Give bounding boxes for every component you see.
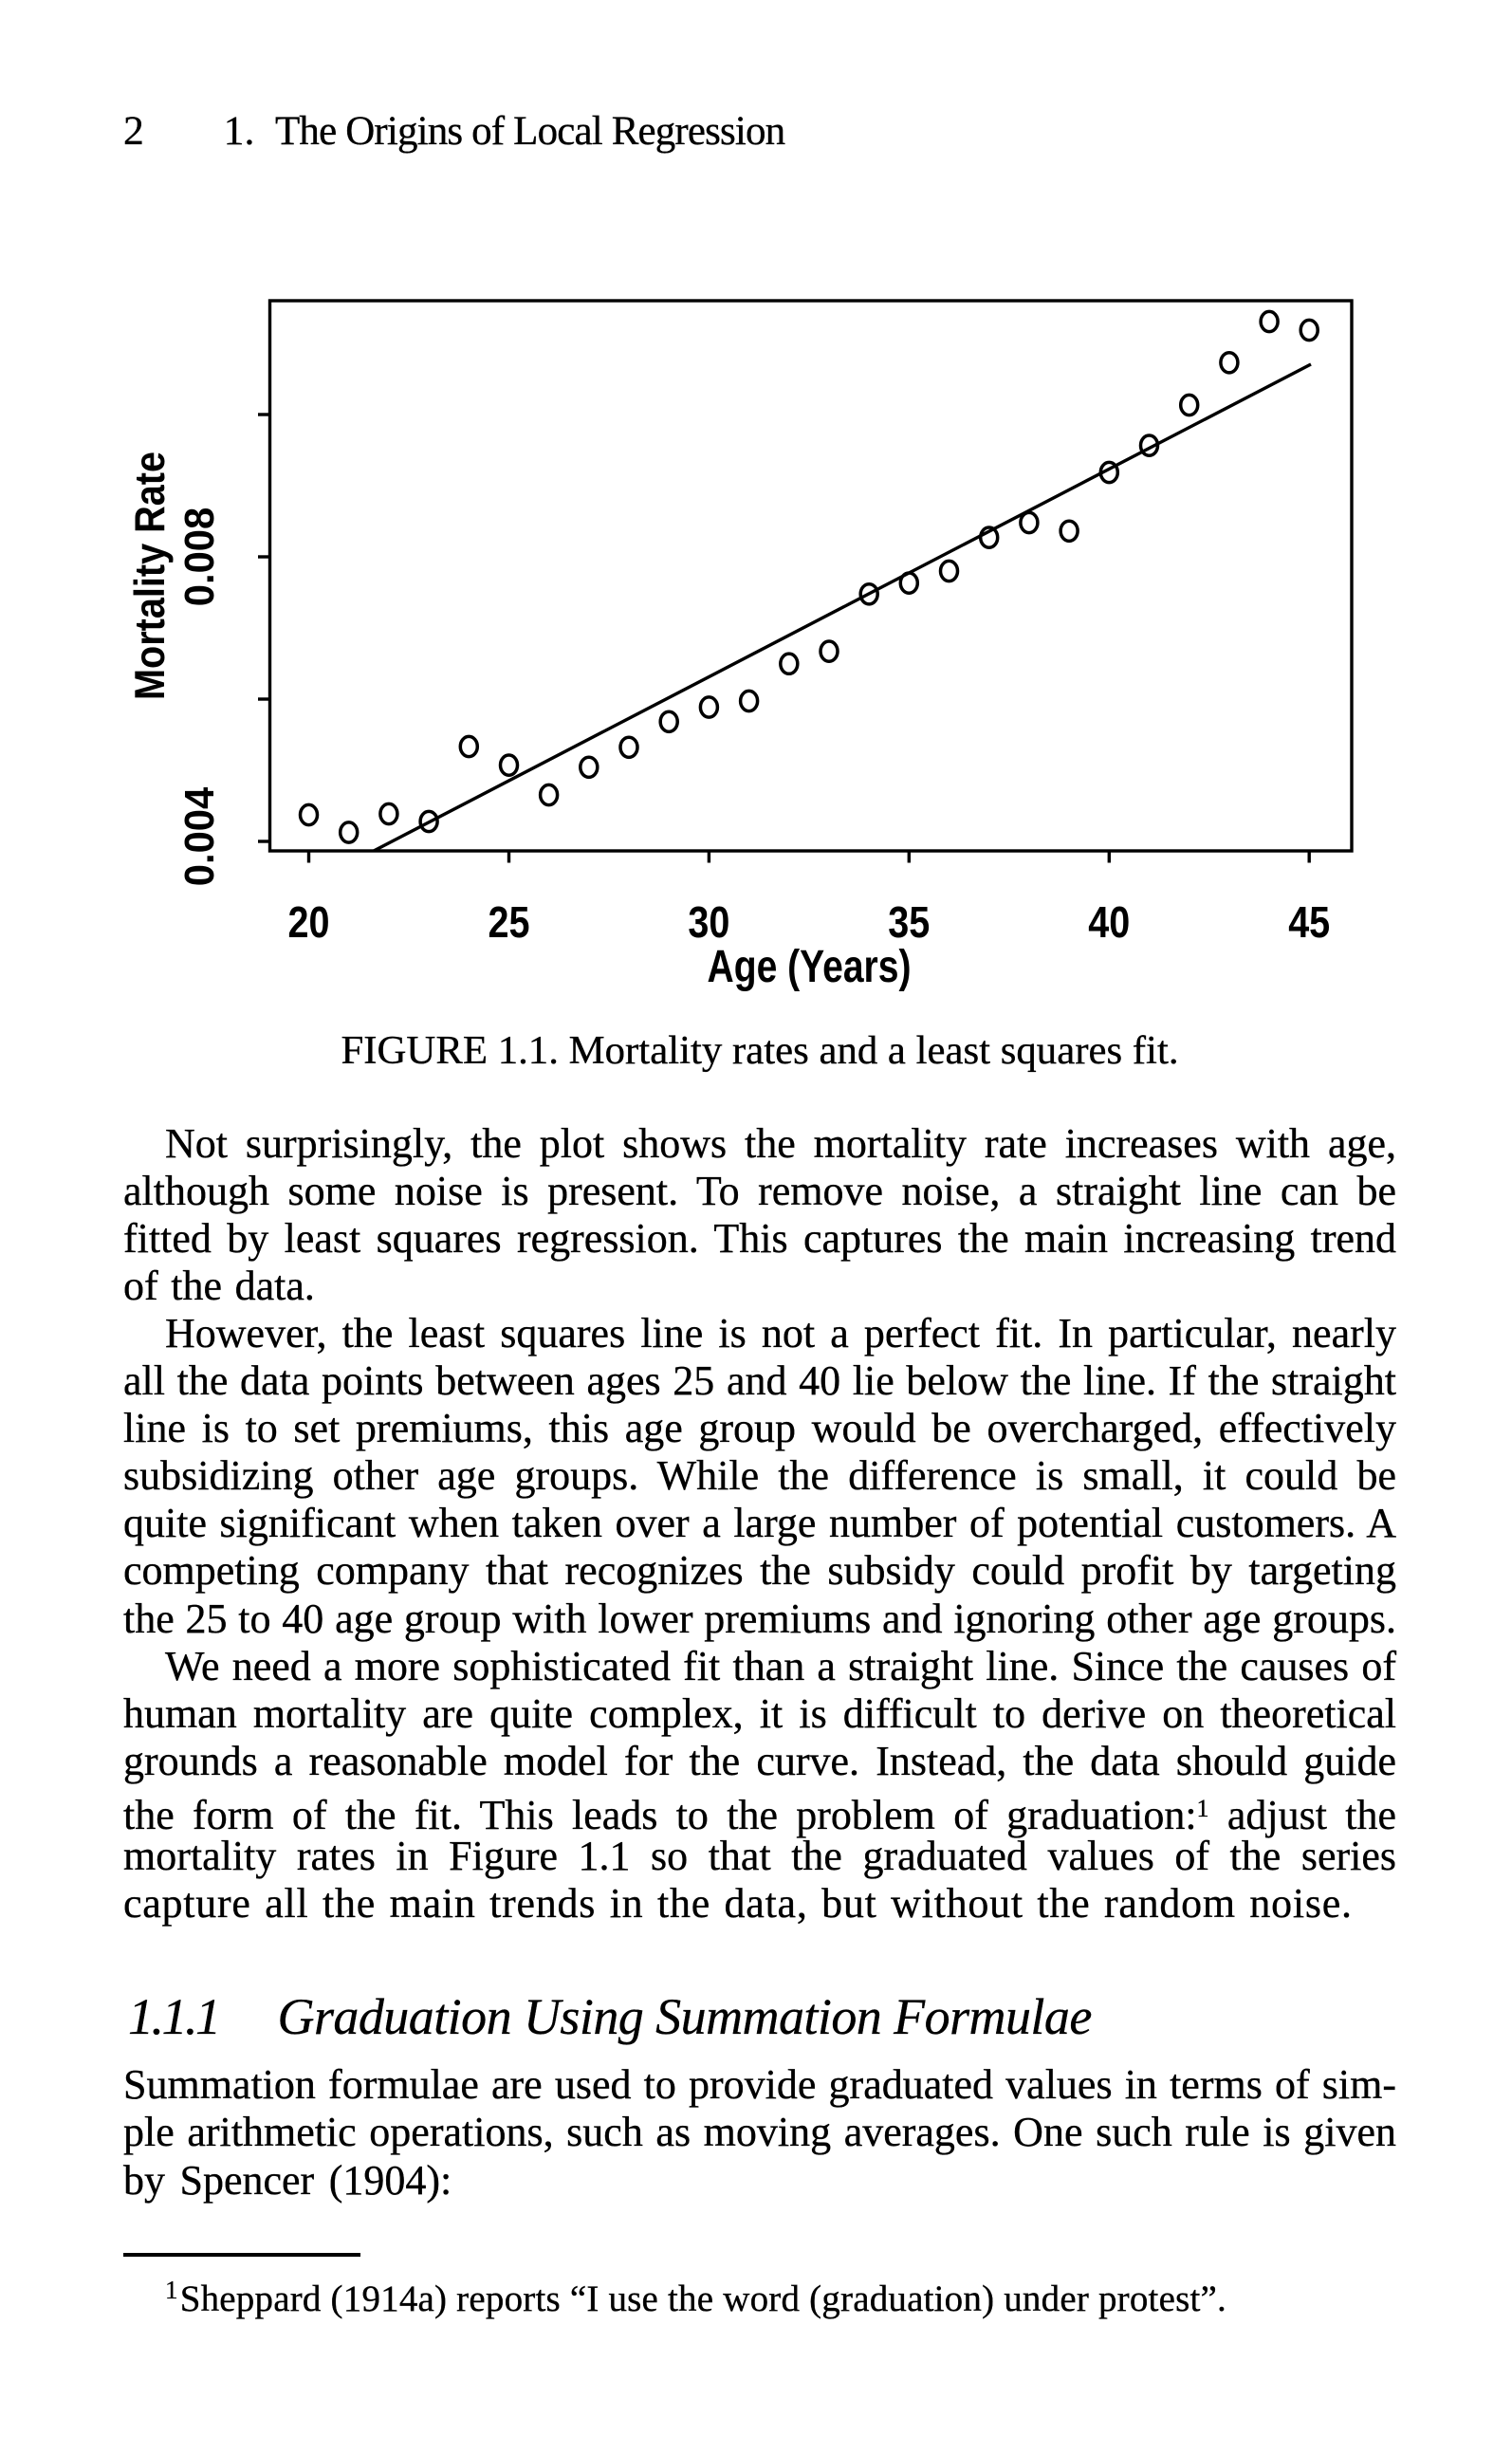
svg-text:Age (Years): Age (Years) — [708, 942, 912, 992]
svg-text:45: 45 — [1288, 897, 1330, 947]
svg-text:25: 25 — [489, 897, 530, 947]
svg-text:20: 20 — [288, 897, 330, 947]
svg-text:0.008: 0.008 — [177, 507, 223, 607]
svg-text:30: 30 — [688, 897, 729, 947]
svg-text:40: 40 — [1088, 897, 1130, 947]
svg-text:Mortality Rate: Mortality Rate — [127, 452, 174, 700]
svg-text:35: 35 — [888, 897, 930, 947]
svg-text:0.004: 0.004 — [177, 786, 223, 886]
